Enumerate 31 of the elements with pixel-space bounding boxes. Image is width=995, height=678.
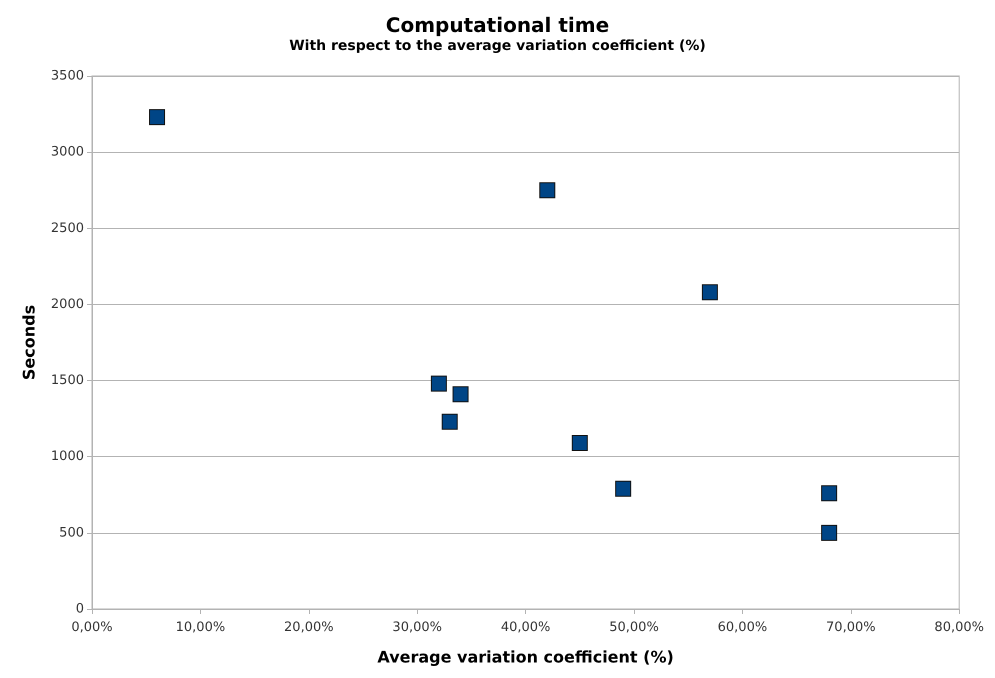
x-tick-label: 70,00%: [826, 620, 876, 635]
point: [702, 284, 718, 300]
point: [615, 480, 632, 497]
y-tick-label: 2000: [50, 296, 84, 312]
point: [452, 386, 469, 402]
y-tick-label: 3000: [50, 144, 84, 160]
x-tick-label: 20,00%: [284, 620, 334, 635]
y-axis-title: Seconds: [20, 304, 38, 380]
x-tick-label: 30,00%: [392, 620, 442, 635]
y-tick-label: 3500: [50, 68, 84, 84]
x-tick-label: 0,00%: [71, 620, 113, 635]
point: [539, 182, 556, 198]
point: [821, 485, 838, 502]
y-tick-label: 1500: [50, 373, 84, 388]
y-tick-label: 500: [59, 525, 84, 540]
x-axis-title: Average variation coefficient (%): [377, 648, 674, 666]
x-tick-label: 60,00%: [718, 620, 768, 635]
chart-subtitle: With respect to the average variation coefficient (%): [289, 38, 706, 54]
point: [430, 376, 447, 392]
point: [442, 414, 458, 430]
x-tick-label: 40,00%: [500, 620, 550, 635]
point: [572, 435, 588, 452]
point: [821, 524, 838, 541]
x-tick-label: 10,00%: [176, 620, 226, 635]
y-tick-label: 1000: [50, 449, 84, 464]
point: [149, 109, 166, 126]
chart-title: Computational time: [386, 13, 610, 37]
y-tick-label: 2500: [50, 220, 84, 236]
x-tick-label: 50,00%: [609, 620, 659, 635]
x-tick-label: 80,00%: [934, 620, 984, 635]
y-tick-label: 0: [76, 602, 84, 616]
